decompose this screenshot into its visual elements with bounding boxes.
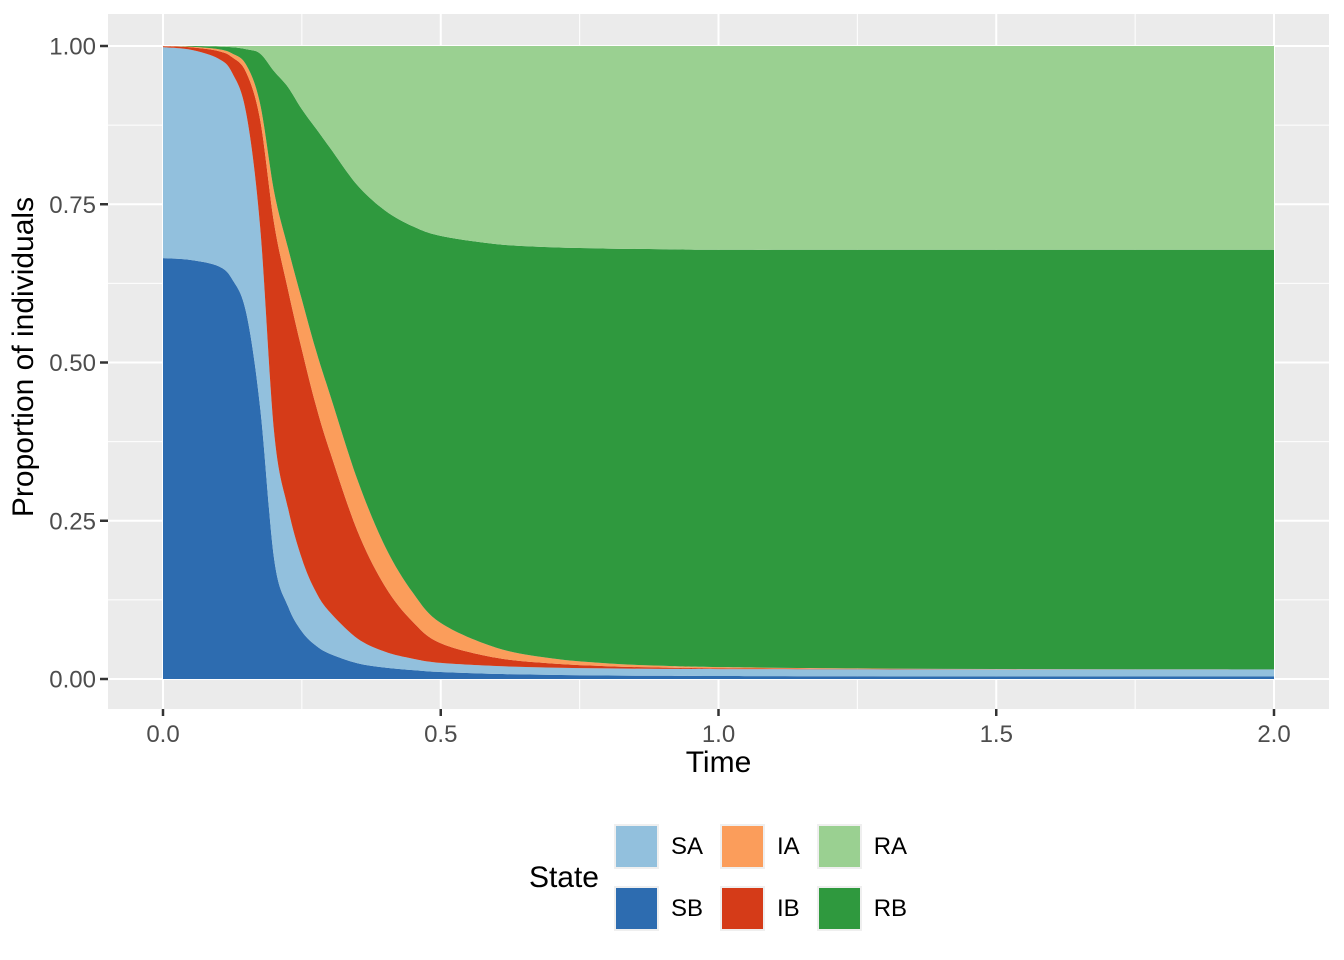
legend-entry-RB: RB xyxy=(816,886,908,931)
legend-key xyxy=(720,886,766,931)
x-axis-title: Time xyxy=(685,746,752,779)
x-tick-label: 1.5 xyxy=(980,721,1013,748)
x-tick-label: 2.0 xyxy=(1257,721,1290,748)
legend-entry-IB: IB xyxy=(720,886,800,931)
legend: State SA SB IA IB RA RB xyxy=(46,824,1344,931)
legend-label: SB xyxy=(671,894,704,922)
y-tick-label: 0.75 xyxy=(49,192,96,219)
legend-key xyxy=(816,886,862,931)
legend-label: IB xyxy=(777,894,800,922)
legend-entry-SB: SB xyxy=(614,886,703,931)
area-band-RA xyxy=(163,45,1274,250)
y-axis-title: Proportion of individuals xyxy=(7,196,40,518)
area-band-RB xyxy=(163,45,1274,670)
legend-key xyxy=(614,824,659,869)
legend-key xyxy=(614,886,659,931)
area-band-SB xyxy=(163,258,1274,679)
legend-title: State xyxy=(528,860,599,894)
y-tick-label: 0.25 xyxy=(49,508,96,535)
legend-key xyxy=(816,824,862,869)
legend-label: SA xyxy=(671,832,704,860)
y-tick-label: 0.50 xyxy=(49,350,96,377)
legend-entry-SA: SA xyxy=(614,824,703,869)
legend-entry-RA: RA xyxy=(816,824,908,869)
y-tick-label: 0.00 xyxy=(49,667,96,694)
legend-entries: SA SB IA IB RA RB xyxy=(614,824,907,931)
legend-swatch-SB xyxy=(616,888,657,929)
x-tick-label: 1.0 xyxy=(702,721,735,748)
plot-panel: 0.0 0.5 1.0 1.5 2.0 0.00 0.25 0.50 0.75 1.00 xyxy=(49,14,1329,748)
legend-swatch-SA xyxy=(616,826,657,867)
legend-swatch-RB xyxy=(818,888,860,929)
x-tick-label: 0.5 xyxy=(424,721,457,748)
legend-label: RB xyxy=(873,894,908,922)
legend-label: IA xyxy=(777,832,800,860)
legend-key xyxy=(720,824,766,869)
legend-label: RA xyxy=(873,832,908,860)
y-tick-label: 1.00 xyxy=(49,34,96,61)
legend-entry-IA: IA xyxy=(720,824,800,869)
legend-swatch-RA xyxy=(818,826,860,867)
legend-swatch-IA xyxy=(722,826,764,867)
x-tick-label: 0.0 xyxy=(146,721,179,748)
legend-swatch-IB xyxy=(722,888,764,929)
